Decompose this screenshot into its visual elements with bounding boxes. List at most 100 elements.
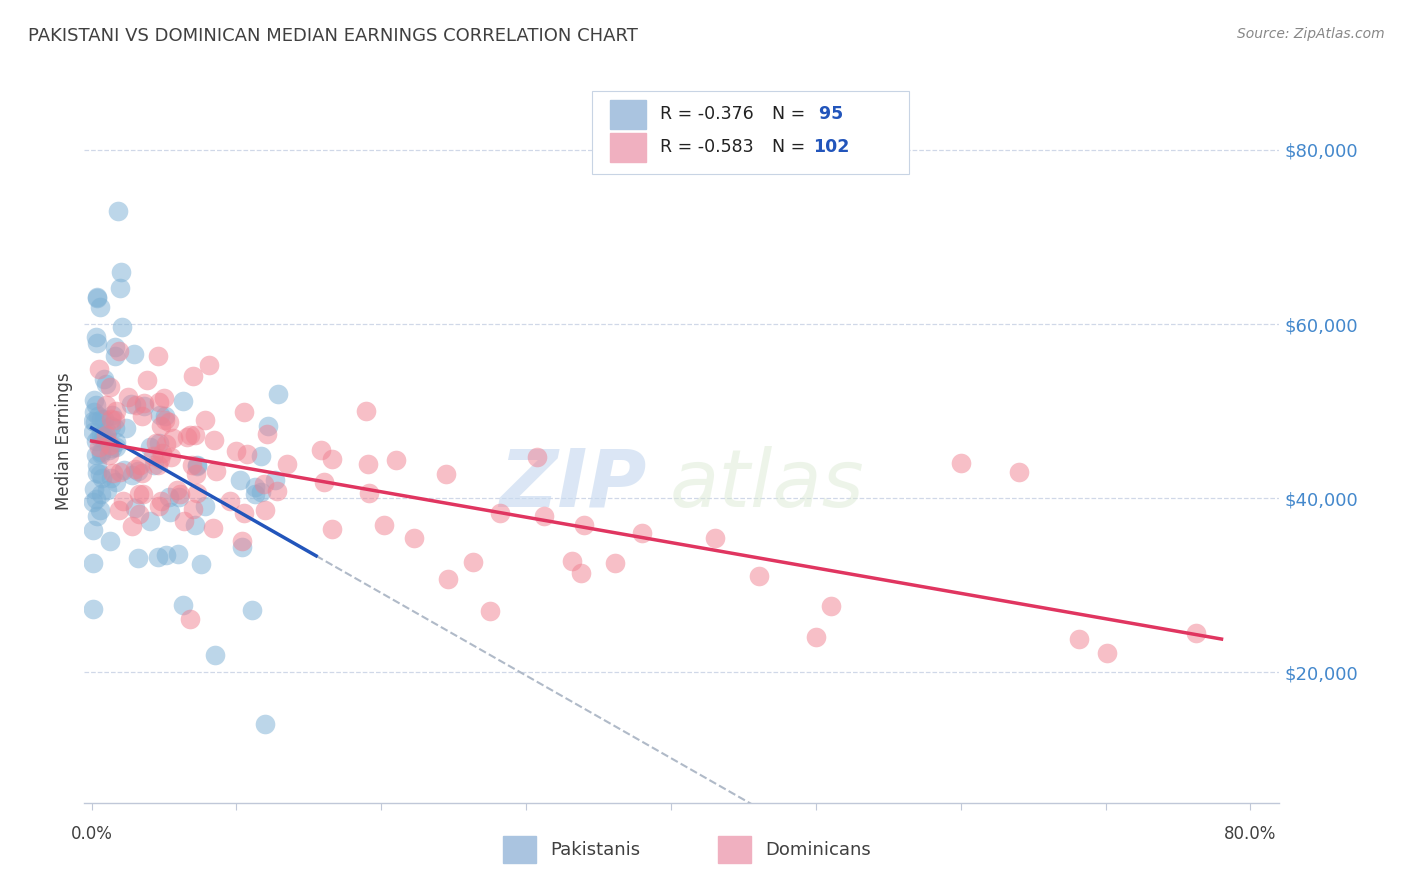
Point	[359, 485, 381, 500]
Point	[276, 457, 298, 471]
Point	[267, 386, 290, 401]
Point	[245, 480, 267, 494]
Point	[86, 289, 108, 303]
Point	[82, 425, 104, 439]
Point	[112, 463, 135, 477]
Point	[434, 467, 457, 481]
Point	[139, 514, 162, 528]
Point	[166, 483, 188, 497]
Point	[804, 631, 827, 645]
Point	[93, 429, 115, 443]
Point	[186, 486, 208, 500]
Point	[93, 411, 115, 425]
Point	[479, 604, 502, 618]
Text: 95: 95	[814, 105, 844, 123]
Point	[231, 534, 253, 549]
Point	[181, 501, 204, 516]
Point	[167, 547, 190, 561]
Point	[309, 443, 332, 458]
Point	[112, 493, 135, 508]
Point	[100, 471, 122, 485]
Point	[243, 487, 266, 501]
Point	[153, 413, 176, 427]
Text: R = -0.583: R = -0.583	[661, 138, 754, 156]
Point	[122, 347, 145, 361]
Point	[131, 467, 153, 481]
Point	[186, 459, 208, 474]
Point	[183, 517, 205, 532]
Point	[84, 330, 107, 344]
Text: atlas: atlas	[671, 446, 865, 524]
FancyBboxPatch shape	[503, 836, 536, 863]
Point	[250, 449, 273, 463]
Text: 80.0%: 80.0%	[1225, 824, 1277, 843]
Point	[82, 414, 104, 428]
Point	[143, 458, 166, 473]
Point	[90, 444, 112, 458]
Point	[107, 503, 129, 517]
Point	[153, 391, 176, 405]
Point	[236, 448, 259, 462]
Point	[132, 399, 155, 413]
Point	[256, 418, 278, 433]
Point	[127, 464, 149, 478]
Point	[148, 435, 170, 450]
Point	[153, 409, 176, 424]
Point	[225, 443, 247, 458]
Point	[89, 503, 111, 517]
Text: R = -0.376: R = -0.376	[661, 105, 754, 123]
Point	[202, 521, 225, 535]
FancyBboxPatch shape	[718, 836, 751, 863]
Point	[1184, 626, 1206, 640]
Point	[179, 428, 201, 442]
Point	[100, 418, 122, 433]
Point	[124, 500, 146, 515]
Point	[186, 458, 208, 473]
Point	[748, 569, 770, 583]
Point	[111, 319, 134, 334]
Point	[90, 447, 112, 461]
Point	[202, 433, 225, 447]
Point	[101, 441, 124, 455]
Point	[100, 533, 122, 548]
Point	[135, 373, 157, 387]
Point	[128, 508, 150, 522]
Point	[98, 448, 121, 462]
Text: ZIP: ZIP	[499, 446, 647, 524]
Point	[146, 549, 169, 564]
Point	[129, 458, 152, 472]
Text: Pakistanis: Pakistanis	[551, 841, 641, 859]
Point	[266, 484, 288, 499]
Point	[86, 458, 108, 473]
Point	[148, 395, 170, 409]
Point	[86, 335, 108, 350]
Point	[108, 465, 131, 479]
Point	[574, 518, 596, 533]
Point	[103, 467, 125, 481]
Point	[104, 440, 127, 454]
Point	[131, 409, 153, 423]
Point	[149, 408, 172, 422]
Point	[159, 450, 181, 464]
Point	[86, 467, 108, 481]
FancyBboxPatch shape	[610, 133, 647, 162]
Point	[82, 495, 104, 509]
Point	[204, 648, 226, 662]
Point	[194, 499, 217, 513]
Point	[254, 717, 277, 731]
Point	[100, 412, 122, 426]
Point	[149, 494, 172, 508]
Point	[86, 448, 108, 462]
Point	[115, 421, 138, 435]
Point	[181, 458, 204, 472]
Point	[90, 412, 112, 426]
Point	[155, 437, 177, 451]
Point	[437, 572, 460, 586]
Point	[83, 482, 105, 496]
Point	[149, 451, 172, 466]
Point	[148, 458, 170, 472]
Point	[90, 471, 112, 485]
Point	[321, 522, 343, 536]
Point	[232, 405, 254, 419]
Point	[155, 548, 177, 562]
